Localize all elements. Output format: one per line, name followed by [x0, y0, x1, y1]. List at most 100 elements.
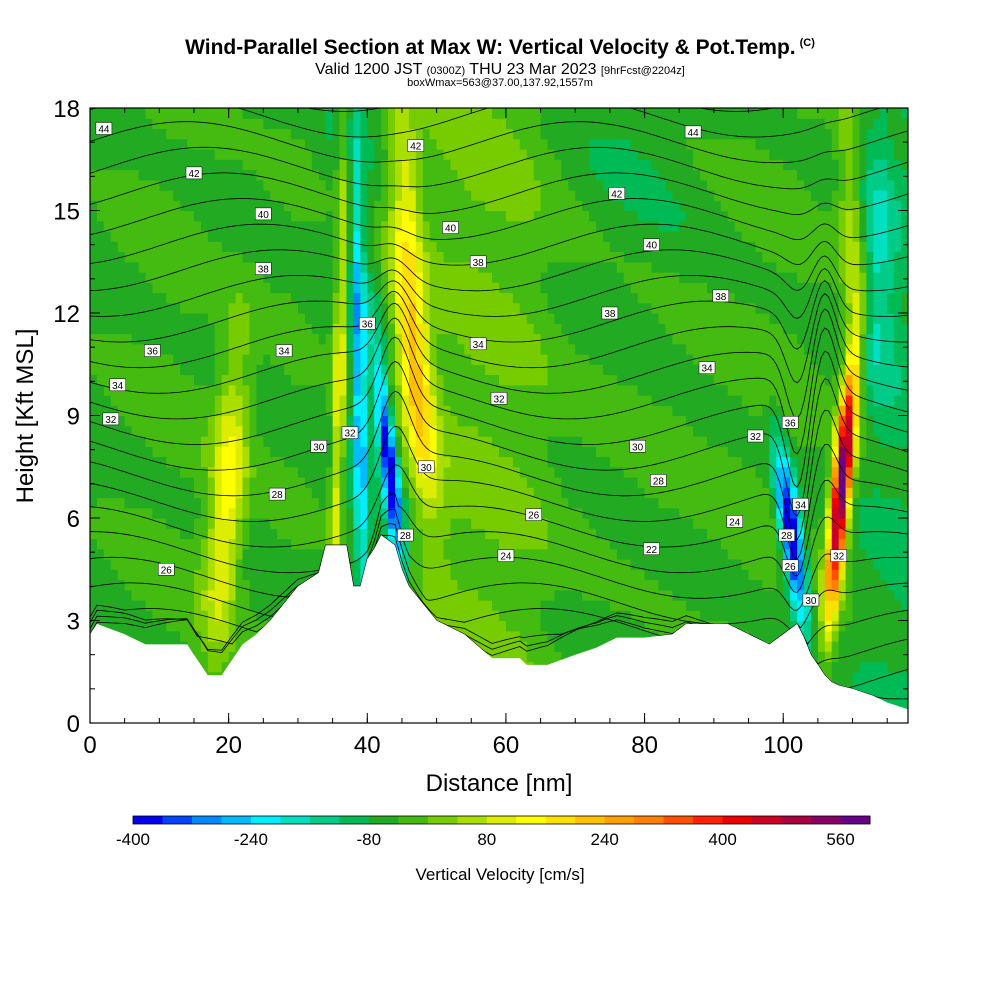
velocity-cell [526, 518, 535, 529]
velocity-cell [554, 313, 562, 324]
velocity-cell [561, 436, 569, 447]
velocity-cell [589, 446, 597, 458]
velocity-cell [526, 374, 535, 386]
velocity-cell [166, 600, 174, 611]
velocity-cell [318, 384, 327, 396]
velocity-cell [131, 272, 140, 283]
velocity-cell [193, 446, 202, 458]
velocity-cell [318, 313, 327, 324]
velocity-cell [630, 528, 639, 540]
velocity-cell [395, 446, 403, 458]
velocity-cell [221, 559, 230, 570]
velocity-cell [589, 384, 597, 396]
velocity-cell [145, 528, 153, 540]
velocity-cell [499, 364, 507, 376]
velocity-cell [457, 190, 465, 201]
velocity-cell [568, 210, 576, 222]
velocity-cell [291, 272, 299, 283]
velocity-cell [221, 518, 230, 529]
velocity-cell [464, 579, 472, 591]
velocity-cell [582, 538, 590, 550]
velocity-cell [492, 374, 500, 386]
velocity-cell [228, 446, 237, 458]
velocity-cell [485, 466, 493, 478]
velocity-cell [561, 169, 569, 181]
velocity-cell [471, 425, 479, 437]
velocity-cell [117, 282, 126, 294]
velocity-cell [561, 138, 569, 150]
velocity-cell [519, 374, 528, 386]
velocity-cell [422, 108, 431, 119]
velocity-cell [166, 477, 174, 488]
velocity-cell [512, 456, 521, 468]
velocity-cell [277, 446, 285, 458]
velocity-cell [332, 200, 341, 212]
velocity-cell [159, 610, 167, 622]
velocity-cell [471, 364, 479, 376]
velocity-cell [436, 159, 445, 171]
velocity-cell [117, 231, 126, 242]
velocity-cell [131, 548, 140, 560]
velocity-cell [138, 487, 147, 499]
velocity-cell [492, 651, 500, 663]
velocity-cell [415, 405, 424, 417]
velocity-cell [478, 374, 486, 386]
velocity-cell [263, 600, 271, 611]
velocity-cell [214, 323, 223, 335]
velocity-cell [616, 497, 625, 509]
velocity-cell [609, 272, 618, 283]
velocity-cell [471, 507, 479, 519]
velocity-cell [589, 538, 597, 550]
velocity-cell [485, 487, 493, 499]
velocity-cell [145, 241, 153, 253]
velocity-cell [381, 354, 389, 365]
velocity-cell [512, 559, 521, 570]
velocity-cell [284, 487, 292, 499]
velocity-cell [561, 210, 569, 222]
velocity-cell [575, 528, 583, 540]
velocity-cell [277, 149, 285, 160]
velocity-cell [540, 507, 549, 519]
velocity-cell [242, 220, 251, 232]
velocity-cell [471, 559, 479, 570]
velocity-cell [291, 354, 299, 365]
velocity-cell [242, 302, 251, 314]
velocity-cell [374, 487, 382, 499]
velocity-cell [533, 118, 542, 130]
velocity-cell [658, 138, 666, 150]
velocity-cell [339, 518, 348, 529]
velocity-cell [249, 149, 257, 160]
velocity-cell [547, 620, 556, 632]
velocity-cell [138, 241, 147, 253]
velocity-cell [145, 569, 153, 581]
velocity-cell [429, 374, 438, 386]
velocity-cell [297, 231, 306, 242]
velocity-cell [311, 108, 320, 119]
velocity-cell [263, 589, 271, 601]
velocity-cell [589, 159, 597, 171]
velocity-cell [464, 313, 472, 324]
velocity-cell [644, 190, 653, 201]
velocity-cell [464, 466, 472, 478]
velocity-cell [145, 620, 153, 632]
velocity-cell [291, 118, 299, 130]
velocity-cell [138, 159, 147, 171]
velocity-cell [547, 323, 556, 335]
velocity-cell [395, 415, 403, 427]
velocity-cell [561, 641, 569, 652]
velocity-cell [138, 128, 147, 140]
velocity-cell [408, 272, 417, 283]
velocity-cell [291, 210, 299, 222]
velocity-cell [256, 323, 264, 335]
velocity-cell [297, 128, 306, 140]
velocity-cell [193, 374, 202, 386]
velocity-cell [277, 405, 285, 417]
velocity-cell [124, 159, 133, 171]
velocity-cell [658, 261, 666, 273]
velocity-cell [658, 128, 666, 140]
velocity-cell [658, 600, 666, 611]
velocity-cell [318, 190, 327, 201]
velocity-cell [554, 446, 562, 458]
velocity-cell [450, 610, 458, 622]
velocity-cell [616, 405, 625, 417]
